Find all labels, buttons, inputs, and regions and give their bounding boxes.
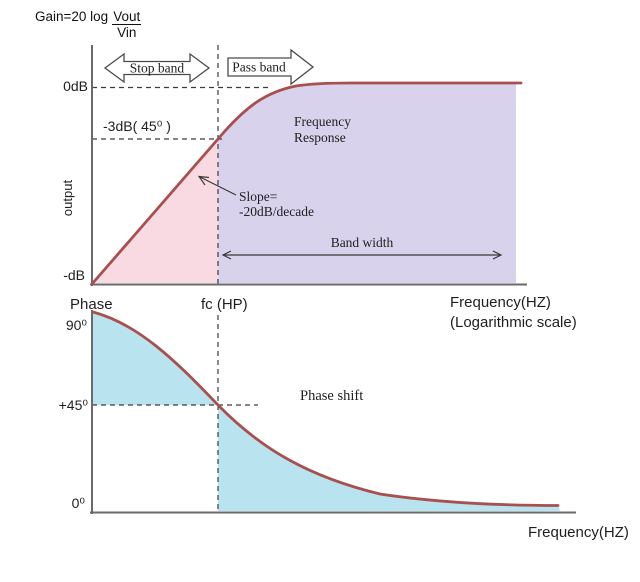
slope-label-line1: Slope=: [239, 189, 277, 204]
gain-formula-fraction: Vout Vin: [112, 9, 142, 40]
gain-x-axis-label-line1: Frequency(HZ): [450, 294, 551, 311]
gain-formula-prefix: Gain=20 log: [35, 9, 109, 24]
phase-tick-90: 90⁰: [66, 317, 88, 333]
gain-curve: [90, 81, 523, 286]
gain-formula-denominator: Vin: [117, 25, 137, 40]
phase-curve: [91, 310, 560, 507]
bandwidth-arrow: [221, 250, 503, 260]
gain-tick-minus3db: -3dB( 45⁰ ): [103, 118, 171, 134]
bandwidth-label: Band width: [331, 235, 394, 250]
phase-shift-annotation: Phase shift: [300, 388, 363, 404]
cutoff-frequency-label: fc (HP): [201, 296, 248, 313]
phase-lead-fill: [92, 312, 218, 405]
stop-band-label: Stop band: [130, 61, 185, 76]
gain-x-axis-label-line2: (Logarithmic scale): [450, 314, 577, 331]
stop-band-arrow: [103, 52, 211, 84]
pass-band-label: Pass band: [232, 60, 286, 75]
gain-formula-numerator: Vout: [112, 9, 142, 25]
gain-tick-negdb: -dB: [63, 267, 85, 283]
phase-tick-45: +45⁰: [59, 397, 89, 413]
frequency-response-label-line1: Frequency: [294, 114, 351, 129]
pass-band-arrow: [227, 48, 315, 86]
phase-tick-0: 0⁰: [72, 495, 86, 511]
pass-band-fill: [218, 83, 516, 283]
gain-y-axis-label: output: [60, 180, 75, 217]
gain-formula: Gain=20 log Vout Vin: [35, 9, 142, 40]
slope-label-line2: -20dB/decade: [239, 204, 314, 219]
phase-x-axis-label: Frequency(HZ): [528, 524, 629, 541]
frequency-response-label-line2: Response: [294, 130, 346, 145]
gain-tick-0db: 0dB: [63, 78, 88, 94]
phase-chart-title: Phase: [70, 296, 113, 313]
slope-pointer-arrow: [197, 175, 237, 196]
phase-tail-fill: [218, 405, 560, 511]
